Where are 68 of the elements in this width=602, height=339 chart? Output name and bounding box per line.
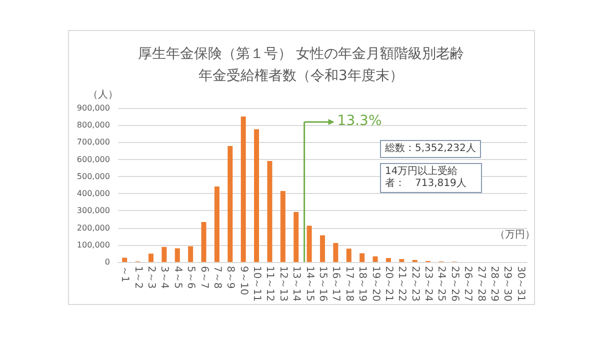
x-tick-label: 28～29	[488, 266, 500, 302]
ref-line-label: 13.3%	[337, 113, 382, 129]
bar	[346, 248, 352, 262]
x-tick-label: 9～10	[238, 266, 249, 296]
bar	[148, 254, 154, 262]
x-tick-label: 29～30	[502, 266, 513, 302]
x-tick-label: 30～31	[514, 266, 526, 302]
x-tick-label: 24～25	[436, 266, 447, 302]
bar	[188, 246, 194, 262]
x-tick-label: 21～22	[396, 266, 408, 302]
x-tick-label: 10～11	[251, 266, 262, 302]
y-tick-label: 900,000	[76, 104, 110, 112]
x-tick-label: 1～2	[132, 266, 144, 289]
bar	[201, 222, 206, 262]
x-tick-label: 13～14	[290, 266, 302, 302]
x-tick-label: 15～16	[317, 266, 328, 302]
y-tick-label: 0	[104, 258, 110, 266]
y-tick-label: 300,000	[76, 206, 110, 216]
x-tick-label: 27～28	[475, 266, 486, 302]
bar	[372, 256, 378, 262]
x-tick-label: 20～21	[382, 266, 394, 302]
x-tick-label: 12～13	[277, 266, 288, 302]
bar	[228, 146, 233, 262]
bar	[174, 248, 180, 262]
x-tick-label: 18～19	[356, 266, 368, 302]
x-tick-label: 22～23	[409, 266, 420, 302]
x-tick-label: 23～24	[422, 266, 434, 302]
y-tick-label: 400,000	[76, 189, 110, 198]
x-tick-label: 25～26	[448, 266, 460, 302]
x-axis-title: （万円）	[495, 230, 535, 240]
bar	[320, 235, 325, 262]
y-tick-label: 100,000	[76, 240, 110, 250]
x-tick-label: 6～7	[198, 266, 210, 289]
y-tick-label: 800,000	[76, 120, 110, 130]
x-tick-label: 16～17	[330, 266, 342, 302]
x-tick-label: 5～6	[185, 266, 196, 289]
bar	[280, 190, 286, 262]
bar	[306, 226, 312, 262]
annotation: 14万円以上受給者： 713,819人	[380, 163, 482, 193]
bar	[122, 258, 128, 262]
x-tick-label: 7～8	[211, 266, 222, 289]
y-tick-label: 600,000	[76, 154, 110, 164]
bar	[240, 116, 246, 262]
x-tick-label: 11～12	[264, 266, 276, 302]
bar	[399, 259, 404, 262]
x-tick-label: 14～15	[304, 266, 315, 302]
annotation: 総数：5,352,232人	[380, 140, 481, 158]
x-tick-label: 4～5	[172, 266, 183, 289]
x-tick-label: 3～4	[158, 266, 170, 289]
bar	[360, 253, 365, 262]
y-axis-title: （人）	[88, 90, 118, 100]
bar	[214, 186, 220, 262]
bar	[386, 258, 391, 262]
x-tick-label: 2～3	[145, 266, 156, 289]
y-tick-label: 500,000	[76, 172, 110, 181]
x-tick-label: ～1	[119, 266, 130, 282]
bar	[162, 246, 167, 262]
chart-title: 厚生年金保険（第１号） 女性の年金月額階級別老齢年金受給権者数（令和3年度末）	[138, 46, 464, 84]
bar	[294, 212, 299, 262]
x-tick-label: 19～20	[370, 266, 381, 302]
y-tick-label: 700,000	[76, 138, 110, 147]
x-tick-label: 8～9	[224, 266, 236, 289]
bar	[254, 129, 260, 262]
bar	[267, 161, 272, 262]
y-tick-label: 200,000	[76, 223, 110, 232]
x-tick-label: 26～27	[462, 266, 474, 302]
bar	[333, 243, 338, 262]
x-tick-label: 17～18	[343, 266, 354, 302]
